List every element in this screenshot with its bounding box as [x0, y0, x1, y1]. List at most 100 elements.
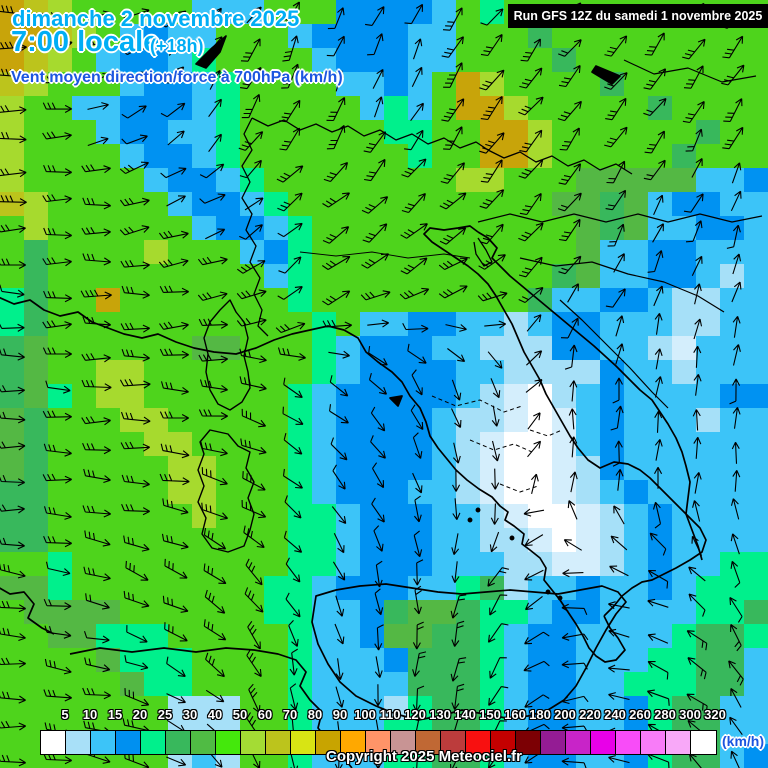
wind-arrow [729, 597, 743, 623]
wind-arrow [279, 99, 301, 123]
wind-arrow [0, 754, 26, 767]
legend-label: 140 [454, 707, 476, 722]
wind-arrow [401, 192, 426, 214]
wind-arrow [732, 406, 741, 429]
legend-label: 30 [182, 707, 198, 722]
wind-arrow [120, 260, 150, 270]
wind-arrow [328, 350, 350, 359]
wind-arrow [523, 660, 550, 672]
wind-arrow [42, 410, 72, 421]
wind-arrow [370, 435, 386, 459]
wind-arrow [83, 468, 111, 484]
wind-arrow [244, 197, 264, 211]
legend-cell [41, 731, 66, 754]
wind-arrow [120, 411, 151, 425]
wind-arrow [410, 404, 424, 430]
wind-arrow [82, 687, 111, 700]
wind-arrow [451, 561, 460, 584]
legend-cell [141, 731, 166, 754]
wind-arrow [168, 37, 184, 56]
wind-arrow [613, 505, 625, 525]
wind-arrow [0, 224, 26, 234]
wind-arrow [43, 164, 72, 177]
wind-arrow [240, 38, 261, 62]
wind-arrow [364, 158, 386, 182]
wind-arrow [401, 158, 427, 178]
wind-arrow [491, 405, 500, 427]
wind-arrow [524, 534, 544, 546]
wind-arrow [119, 378, 151, 389]
wind-arrow [361, 253, 389, 269]
wind-arrow [487, 749, 509, 768]
island-dot [467, 517, 473, 523]
region-border-dashed-1 [431, 395, 523, 413]
wind-arrow [331, 506, 347, 525]
wind-arrow [240, 66, 262, 90]
wind-arrow [121, 474, 150, 488]
wind-arrow [372, 68, 384, 89]
legend-cell [91, 731, 116, 754]
wind-arrow [322, 192, 350, 208]
wind-arrow [285, 592, 301, 618]
wind-arrow [198, 318, 228, 329]
wind-arrow [479, 189, 505, 209]
wind-arrow [205, 228, 226, 240]
legend-label: 70 [282, 707, 298, 722]
wind-arrow [654, 466, 663, 489]
wind-arrow [399, 287, 430, 300]
wind-arrow [87, 102, 109, 110]
wind-arrow [45, 561, 71, 577]
wind-arrow [721, 64, 745, 86]
wind-arrow [723, 98, 743, 122]
wind-arrow [557, 100, 582, 122]
wind-arrow [42, 320, 72, 330]
wind-arrow [277, 286, 303, 300]
wind-arrow [412, 748, 425, 768]
wind-arrow [80, 289, 112, 300]
wind-arrow [167, 130, 185, 146]
wind-arrow [121, 134, 148, 145]
wind-arrow [0, 195, 27, 207]
wind-arrow [245, 558, 263, 586]
wind-arrow [0, 441, 26, 451]
wind-arrow [119, 8, 150, 19]
parameter-title: Vent moyen direction/force à 700hPa (km/… [11, 69, 343, 86]
wind-arrow [478, 254, 506, 270]
wind-arrow [413, 495, 422, 523]
wind-arrow [240, 438, 267, 455]
wind-arrow [413, 559, 424, 586]
wind-arrow [335, 595, 345, 617]
region-border-dashed-3 [499, 483, 539, 493]
wind-arrow [368, 372, 388, 395]
legend-cell [216, 731, 241, 754]
wind-arrow [686, 693, 708, 713]
coast-africa-west [0, 587, 55, 635]
wind-arrow [604, 72, 628, 90]
wind-arrow [201, 467, 228, 486]
legend-cell [341, 731, 366, 754]
legend-cell [516, 731, 541, 754]
legend-cell [366, 731, 391, 754]
wind-arrow [489, 594, 508, 616]
wind-arrow [490, 503, 499, 525]
legend-cell [316, 731, 341, 754]
wind-arrow [643, 159, 666, 181]
legend-cell [191, 731, 216, 754]
wind-arrow [0, 348, 25, 361]
wind-arrow [450, 657, 467, 682]
wind-arrow [126, 71, 148, 82]
legend-label: 220 [579, 707, 601, 722]
copyright-notice: Copyright 2025 Meteociel.fr [326, 748, 522, 765]
wind-arrow [120, 441, 150, 452]
wind-arrow [412, 685, 425, 712]
wind-arrow [160, 102, 186, 118]
wind-arrow [693, 283, 702, 305]
wind-arrow [43, 689, 72, 702]
wind-arrow [557, 192, 582, 212]
wind-arrow [282, 406, 304, 425]
wind-arrow [119, 161, 149, 174]
wind-arrow [41, 12, 73, 22]
wind-arrow [447, 348, 466, 363]
wind-arrow [487, 351, 503, 369]
wind-arrow [0, 323, 25, 332]
